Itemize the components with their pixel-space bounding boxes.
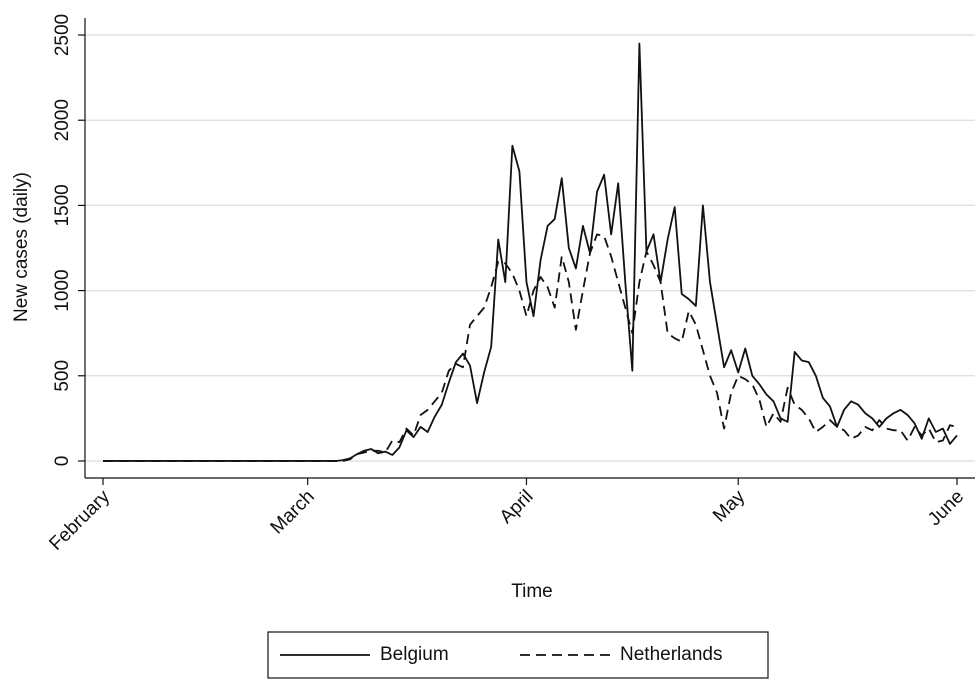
y-axis-title: New cases (daily) (11, 172, 32, 322)
y-tick-label: 1500 (52, 184, 73, 226)
legend-box (267, 631, 769, 679)
x-axis-title: Time (511, 581, 553, 602)
x-tick-label: February (45, 486, 114, 555)
x-tick-label: May (709, 486, 750, 527)
x-tick-label: March (267, 486, 319, 538)
series-line (103, 42, 958, 462)
y-tick-label: 2000 (52, 99, 73, 141)
legend-label: Netherlands (620, 644, 722, 665)
x-tick-label: June (924, 486, 968, 530)
y-tick-label: 1000 (52, 269, 73, 311)
y-tick-label: 0 (52, 456, 73, 467)
legend-label: Belgium (380, 644, 449, 665)
y-tick-label: 500 (52, 360, 73, 392)
y-tick-label: 2500 (52, 14, 73, 56)
x-tick-label: April (496, 486, 538, 528)
series-line (103, 233, 958, 462)
